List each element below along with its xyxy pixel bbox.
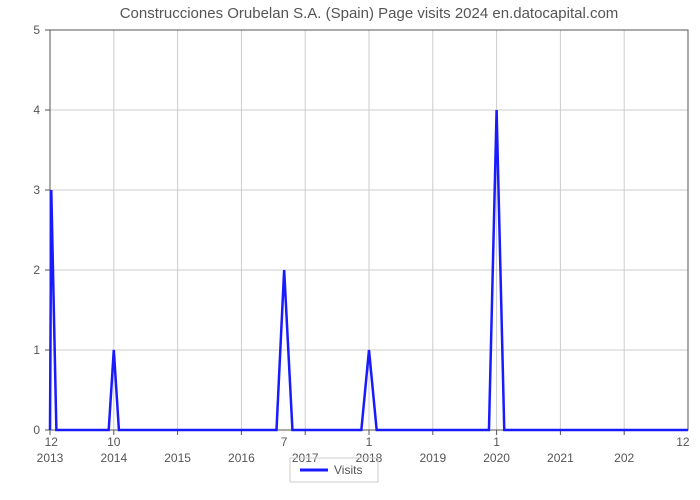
chart-title: Construcciones Orubelan S.A. (Spain) Pag…	[120, 5, 619, 22]
x-tick-label: 202	[614, 451, 634, 465]
data-label: 10	[107, 435, 121, 449]
data-label: 12	[676, 435, 690, 449]
x-tick-label: 2013	[37, 451, 64, 465]
x-tick-label: 2019	[419, 451, 446, 465]
x-tick-label: 2016	[228, 451, 255, 465]
x-tick-label: 2021	[547, 451, 574, 465]
y-tick-label: 3	[33, 183, 40, 197]
data-label: 1	[366, 435, 373, 449]
y-tick-label: 0	[33, 423, 40, 437]
data-label: 12	[45, 435, 59, 449]
x-tick-label: 2020	[483, 451, 510, 465]
y-tick-label: 1	[33, 343, 40, 357]
y-tick-label: 4	[33, 103, 40, 117]
y-tick-label: 2	[33, 263, 40, 277]
x-tick-label: 2015	[164, 451, 191, 465]
data-label: 1	[493, 435, 500, 449]
chart-bg	[0, 0, 700, 500]
visits-line-chart: 0123452013201420152016201720182019202020…	[0, 0, 700, 500]
legend-label: Visits	[334, 463, 362, 477]
y-tick-label: 5	[33, 23, 40, 37]
x-tick-label: 2014	[100, 451, 127, 465]
data-label: 7	[281, 435, 288, 449]
